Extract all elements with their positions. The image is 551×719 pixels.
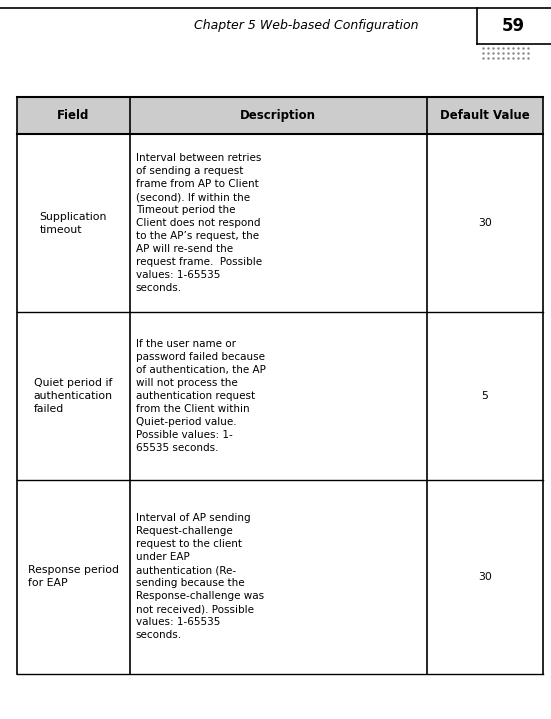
Text: Interval of AP sending
Request-challenge
request to the client
under EAP
authent: Interval of AP sending Request-challenge… [136,513,264,641]
Text: Quiet period if
authentication
failed: Quiet period if authentication failed [34,377,112,414]
Text: Description: Description [240,109,316,122]
Bar [17,97,543,134]
Text: 5: 5 [482,391,488,400]
Bar [17,312,543,480]
Text: 59: 59 [503,17,525,35]
Bar [17,480,543,674]
Text: Response period
for EAP: Response period for EAP [28,565,118,588]
Bar [17,134,543,312]
Text: Interval between retries
of sending a request
frame from AP to Client
(second). : Interval between retries of sending a re… [136,153,262,293]
Text: Chapter 5 Web-based Configuration: Chapter 5 Web-based Configuration [195,19,419,32]
Text: Default Value: Default Value [440,109,530,122]
Text: Field: Field [57,109,89,122]
Text: 30: 30 [478,572,492,582]
Text: 30: 30 [478,219,492,228]
Text: Supplication
timeout: Supplication timeout [40,211,107,235]
Text: If the user name or
password failed because
of authentication, the AP
will not p: If the user name or password failed beca… [136,339,266,453]
